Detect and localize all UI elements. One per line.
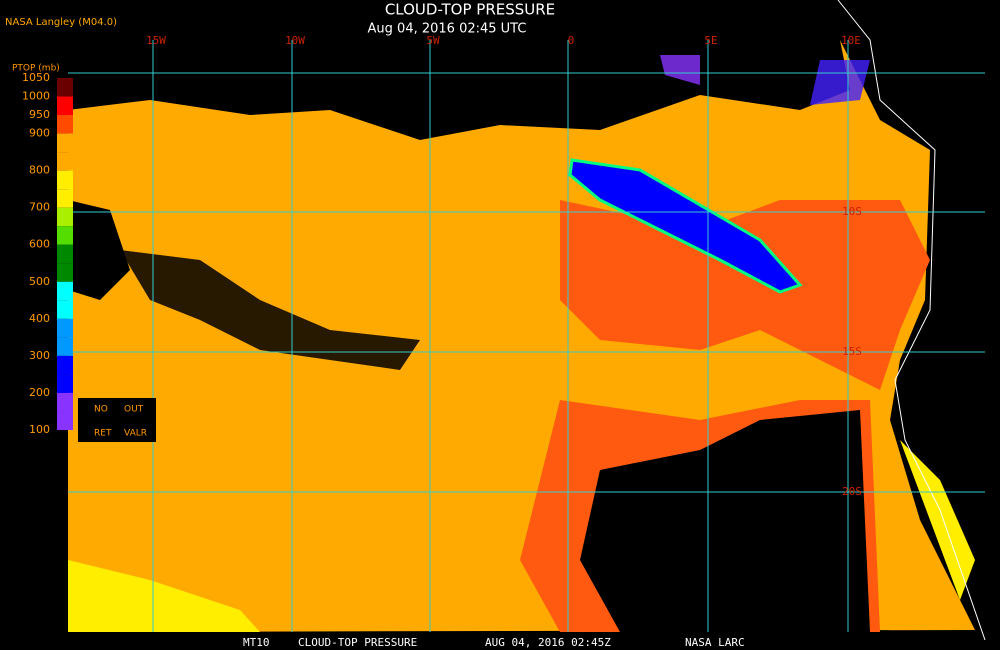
lon-label: 10W [285,34,305,47]
colorbar-tick-label: 950 [29,108,50,121]
colorbar: 1050 1000 950 900 800 700 600 500 400 300 200 100 NO… [22,71,147,439]
colorbar-tick-label: 900 [29,127,50,140]
broken-cloud-west [68,200,130,300]
colorbar-segment [57,207,73,227]
lon-label: 10E [841,34,861,47]
lon-label: 0 [568,34,575,47]
broken-cloud [120,250,420,370]
footer: MT10 CLOUD-TOP PRESSURE AUG 04, 2016 02:45… [243,636,745,649]
lat-label: 15S [842,345,862,358]
colorbar-segment [57,300,73,319]
yellow-cloud [68,560,260,632]
colorbar-tick-label: 500 [29,275,50,288]
imagery [68,0,986,641]
flag-label: RET [94,429,112,439]
colorbar-tick-label: 400 [29,312,50,325]
colorbar-segment [57,170,73,190]
coastline [837,0,986,641]
mid-cloud [560,200,930,390]
high-cloud-north [660,55,700,85]
colorbar-label: PTOP (mb) [12,64,60,74]
footer-text: CLOUD-TOP PRESSURE [298,636,417,649]
colorbar-segment [57,78,73,97]
colorbar-segment [57,263,73,282]
source: NASA Langley (M04.0) [5,17,117,28]
colorbar-tick-label: 200 [29,386,50,399]
colorbar-segment [57,244,73,264]
colorbar-tick-label: 100 [29,423,50,436]
colorbar-segment [57,133,73,153]
lat-label: 10S [842,205,862,218]
colorbar-tick-label: 300 [29,349,50,362]
colorbar-segment [57,392,73,412]
lon-label: 5W [426,34,440,47]
colorbar-segment [57,411,73,430]
colorbar-tick-label: 1050 [22,71,50,84]
colorbar-segment [57,355,73,375]
flag-box [78,398,156,442]
colorbar-tick-label: 1000 [22,90,50,103]
colorbar-segment [57,337,73,356]
graticule: 15W 10W 5W 0 5E 10E 10S 15S 20S [68,34,985,632]
colorbar-segment [57,115,73,134]
high-cloud-north [810,60,870,105]
subtitle: Aug 04, 2016 02:45 UTC [368,22,527,37]
colorbar-segment [57,281,73,301]
colorbar-tick-label: 700 [29,201,50,214]
flag-label: NO [94,405,108,415]
colorbar-segment [57,96,73,116]
clear-top [68,40,850,140]
colorbar-segment [57,152,73,171]
flag-label: VALR [124,429,147,439]
lat-label: 20S [842,485,862,498]
colorbar-segment [57,226,73,245]
flag-label: OUT [124,405,144,415]
colorbar-segment [57,374,73,393]
footer-text: NASA LARC [685,636,745,649]
colorbar-segment [57,318,73,338]
lon-label: 5E [704,34,717,47]
footer-text: MT10 [243,636,270,649]
footer-text: AUG 04, 2016 02:45Z [485,636,611,649]
coastal-cloud [900,440,975,600]
colorbar-segment [57,189,73,208]
clear-south [580,410,870,632]
high-cloud [568,158,803,294]
colorbar-tick-label: 800 [29,164,50,177]
colorbar-tick-label: 600 [29,238,50,251]
lon-label: 15W [146,34,166,47]
title: CLOUD-TOP PRESSURE [385,1,555,19]
